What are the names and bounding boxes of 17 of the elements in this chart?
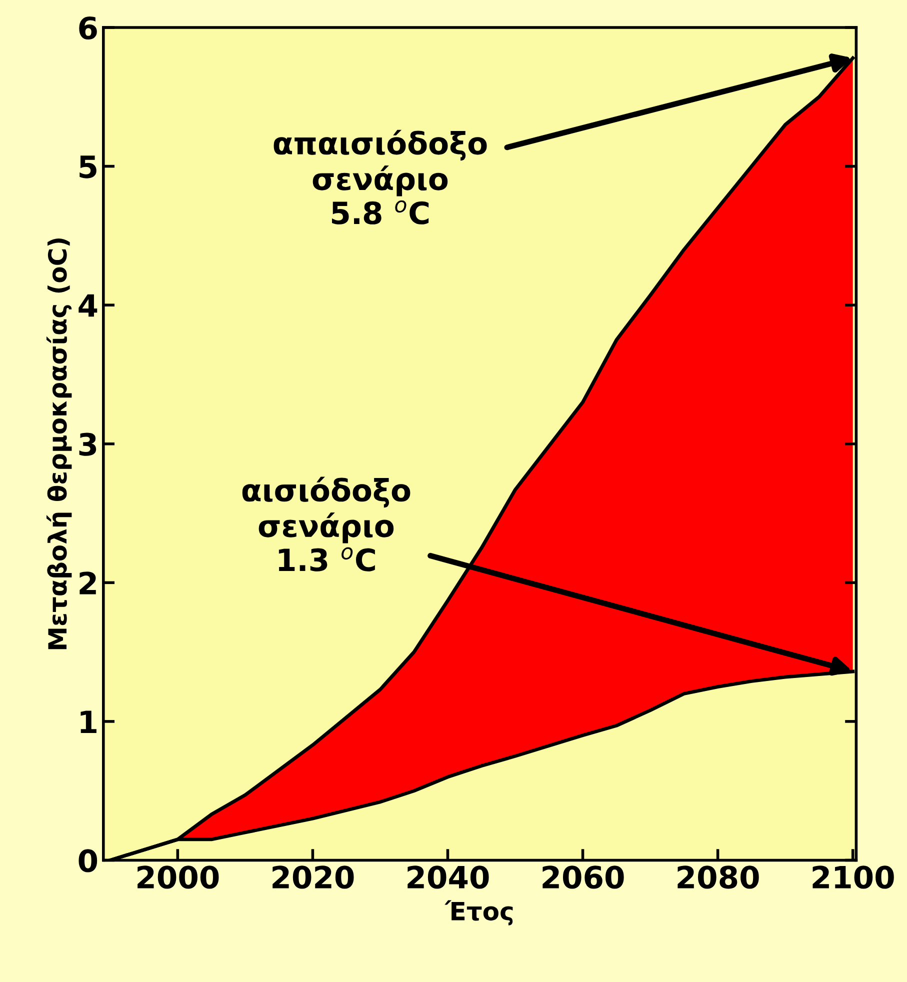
y-tick-label: 4 [78,294,98,317]
y-tick-label: 0 [78,849,98,872]
annotation: αισιόδοξο σενάριο 1.3 $^{o}$C [242,476,410,572]
y-tick-label: 3 [79,432,96,456]
y-tick-label: 1 [80,710,96,734]
x-tick-label: 2040 [408,866,489,889]
annotation: απαισιόδοξο σενάριο 5.8 $^{o}$C [274,130,487,224]
x-tick-label: 2060 [542,866,624,889]
y-tick-label: 6 [79,16,97,40]
x-tick-label: 2000 [138,866,219,889]
x-tick-label: 2100 [812,866,894,889]
x-tick-label: 2020 [272,866,354,889]
x-axis-title: Έτος [444,900,513,926]
y-tick-label: 2 [80,572,96,594]
x-tick-label: 2080 [678,866,759,889]
y-tick-label: 5 [80,156,96,178]
y-axis-title: Μεταβολή θερμοκρασίας (oC) [46,238,72,650]
